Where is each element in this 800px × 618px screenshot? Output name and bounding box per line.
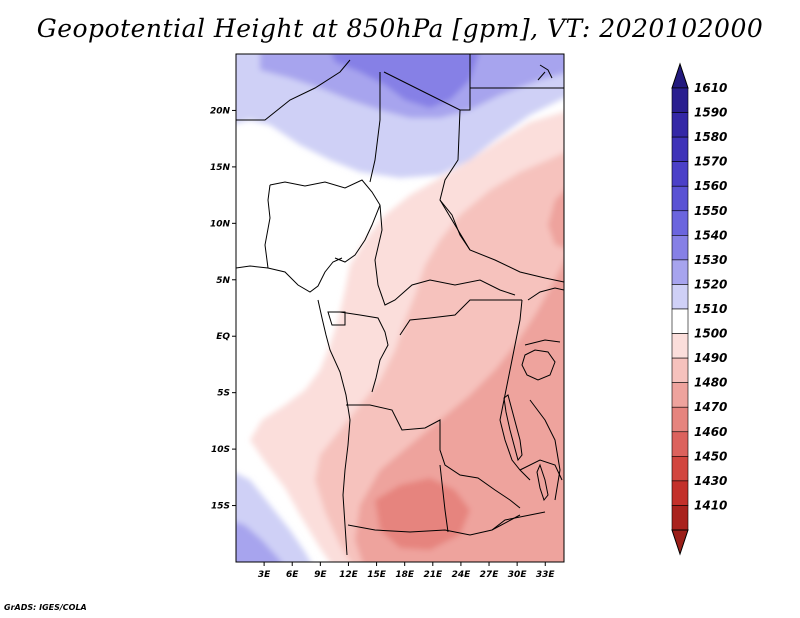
colorbar-swatch: [671, 161, 689, 187]
country-borders: [236, 54, 564, 556]
colorbar-label: 1480: [694, 376, 727, 390]
border-cameroon-car: [374, 204, 516, 306]
colorbar-swatch: [671, 112, 689, 138]
colorbar-label: 1510: [694, 302, 727, 316]
colorbar-label: 1530: [694, 253, 727, 267]
coastline-west-africa: [236, 257, 351, 556]
colorbar-swatch: [671, 505, 689, 531]
colorbar: 1610 1590 1580 1570 1560 1550 1540 1530 1520 1510…: [671, 62, 727, 556]
colorbar-swatch: [671, 456, 689, 482]
colorbar-label: 1490: [694, 351, 727, 365]
lat-tick-label: EQ: [216, 332, 230, 342]
colorbar-label: 1410: [694, 498, 727, 512]
lat-tick-label: 20N: [210, 106, 231, 116]
colorbar-swatch: [671, 382, 689, 408]
colorbar-swatch: [671, 406, 689, 433]
border-tanzania: [529, 399, 561, 501]
lon-tick-label: 9E: [314, 570, 327, 580]
colorbar-swatch: [671, 284, 689, 310]
lon-tick-label: 6E: [286, 570, 299, 580]
colorbar-swatch: [671, 259, 689, 285]
lake-tanganyika: [503, 394, 523, 462]
colorbar-label: 1450: [694, 449, 727, 463]
field-band-1540-north: [331, 54, 479, 108]
lake-victoria: [521, 349, 556, 381]
border-drc-east: [499, 299, 531, 481]
grads-credit: GrADS: IGES/COLA: [4, 603, 87, 612]
lon-tick-label: 15E: [367, 570, 387, 580]
colorbar-label: 1540: [694, 228, 727, 242]
border-niger-algeria: [236, 59, 381, 183]
colorbar-swatch: [671, 357, 689, 383]
longitude-axis: 3E 6E 9E 12E 15E 18E 21E 24E 27E 30E 33E: [258, 562, 556, 580]
colorbar-swatch: [671, 210, 689, 236]
border-angola: [346, 404, 521, 509]
border-sudan-southsudan: [439, 199, 564, 283]
border-nigeria: [264, 179, 381, 269]
lon-tick-label: 12E: [339, 570, 359, 580]
lon-tick-label: 33E: [536, 570, 556, 580]
height-field: [236, 54, 564, 562]
colorbar-label: 1560: [694, 179, 727, 193]
colorbar-label: 1550: [694, 204, 727, 218]
colorbar-bottom-arrow: [671, 529, 689, 556]
colorbar-swatch: [671, 480, 689, 506]
colorbar-swatch: [671, 235, 689, 261]
field-band-1530-sw: [236, 522, 281, 562]
colorbar-swatch: [671, 333, 689, 359]
border-zambia-south: [439, 459, 563, 533]
lat-tick-label: 10N: [210, 219, 231, 229]
colorbar-swatch: [671, 185, 689, 212]
lat-tick-label: 15N: [210, 163, 231, 173]
lat-tick-label: 15S: [211, 502, 230, 512]
colorbar-label: 1430: [694, 474, 727, 488]
field-band-1480-ne: [548, 191, 564, 248]
lon-tick-label: 24E: [452, 570, 472, 580]
colorbar-swatch: [671, 431, 689, 457]
lake-malawi: [536, 463, 549, 502]
lon-tick-label: 30E: [508, 570, 528, 580]
border-congo-drc: [339, 299, 522, 393]
colorbar-swatch: [671, 136, 689, 162]
colorbar-swatch: [671, 87, 689, 113]
plot-title: Geopotential Height at 850hPa [gpm], VT:…: [36, 14, 764, 43]
border-gabon: [327, 311, 346, 326]
latitude-axis: 20N 15N 10N 5N EQ 5S 10S 15S: [210, 106, 236, 512]
colorbar-label: 1610: [694, 81, 727, 95]
field-band-1470: [375, 478, 470, 550]
lat-tick-label: 5S: [217, 389, 230, 399]
colorbar-top-arrow: [671, 62, 689, 89]
colorbar-label: 1570: [694, 155, 727, 169]
colorbar-label: 1470: [694, 400, 727, 414]
map-frame: [235, 53, 565, 563]
lat-tick-label: 10S: [211, 445, 230, 455]
border-uganda-kenya: [524, 287, 564, 346]
lon-tick-label: 18E: [395, 570, 415, 580]
colorbar-swatch: [671, 308, 689, 334]
colorbar-label: 1460: [694, 425, 727, 439]
nile-features: [537, 64, 553, 81]
colorbar-label: 1590: [694, 106, 727, 120]
colorbar-label: 1500: [694, 327, 727, 341]
lon-tick-label: 3E: [258, 570, 271, 580]
lon-tick-label: 27E: [480, 570, 500, 580]
colorbar-label: 1580: [694, 130, 727, 144]
lat-tick-label: 5N: [216, 276, 230, 286]
colorbar-label: 1520: [694, 277, 727, 291]
lon-tick-label: 21E: [423, 570, 443, 580]
